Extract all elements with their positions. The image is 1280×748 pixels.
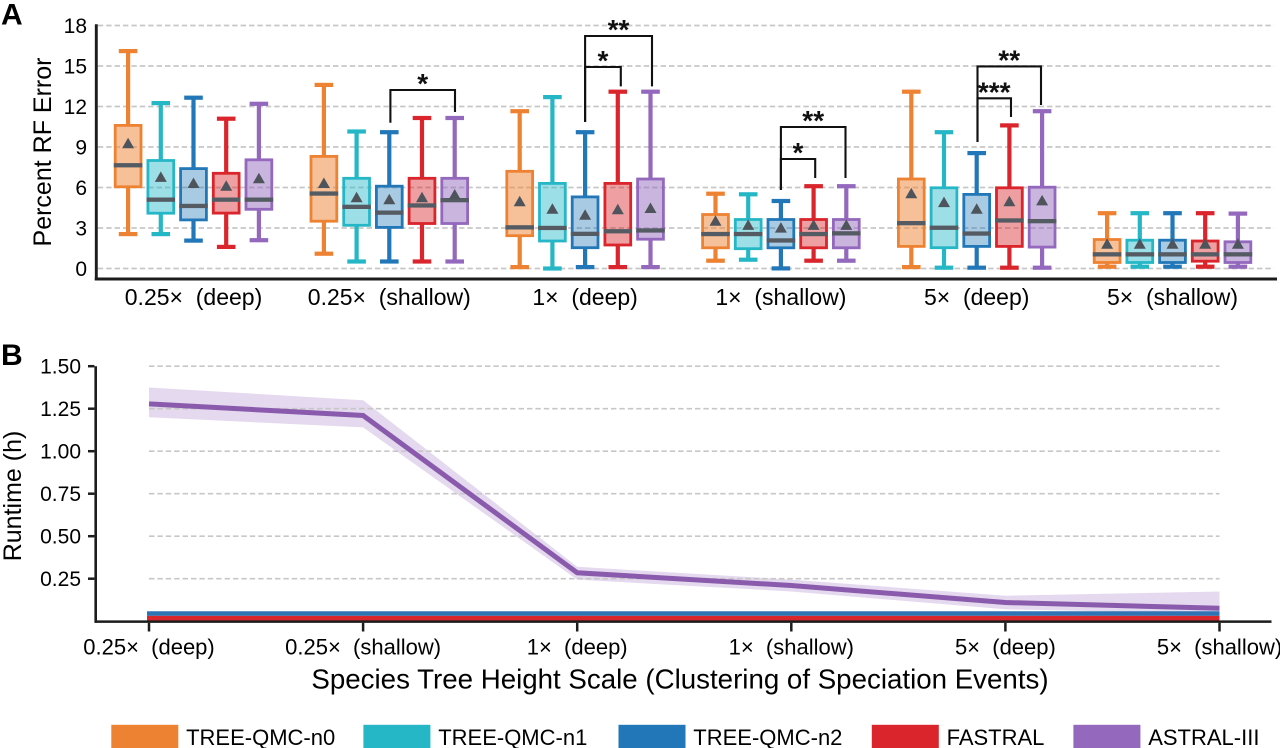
svg-text:*: * xyxy=(598,45,609,76)
svg-text:FASTRAL: FASTRAL xyxy=(947,725,1045,748)
svg-text:1× (shallow): 1× (shallow) xyxy=(729,635,854,660)
svg-text:ASTRAL-III: ASTRAL-III xyxy=(1148,725,1259,748)
svg-text:1.25: 1.25 xyxy=(40,398,81,421)
svg-text:Species Tree Height Scale (Clu: Species Tree Height Scale (Clustering of… xyxy=(311,664,1048,695)
svg-text:*: * xyxy=(417,68,428,99)
svg-text:Runtime (h): Runtime (h) xyxy=(0,431,27,562)
svg-text:15: 15 xyxy=(64,56,87,79)
svg-text:Percent RF Error: Percent RF Error xyxy=(29,58,57,247)
svg-text:1× (deep): 1× (deep) xyxy=(532,284,638,310)
svg-text:**: ** xyxy=(608,14,630,45)
svg-text:A: A xyxy=(1,0,23,32)
svg-text:TREE-QMC-n2: TREE-QMC-n2 xyxy=(693,725,842,748)
svg-text:9: 9 xyxy=(75,137,87,160)
svg-text:0.75: 0.75 xyxy=(40,483,81,506)
svg-text:1.50: 1.50 xyxy=(40,356,81,379)
svg-text:0.25× (shallow): 0.25× (shallow) xyxy=(308,284,471,310)
svg-text:5× (shallow): 5× (shallow) xyxy=(1107,284,1238,310)
svg-text:6: 6 xyxy=(75,177,87,200)
svg-text:1.00: 1.00 xyxy=(40,441,81,464)
svg-text:**: ** xyxy=(802,105,824,136)
svg-text:0.50: 0.50 xyxy=(40,526,81,549)
svg-text:B: B xyxy=(1,339,23,372)
svg-text:0.25× (shallow): 0.25× (shallow) xyxy=(285,635,441,660)
svg-text:0: 0 xyxy=(75,258,87,281)
svg-text:TREE-QMC-n0: TREE-QMC-n0 xyxy=(186,725,335,748)
svg-text:1× (shallow): 1× (shallow) xyxy=(715,284,846,310)
svg-text:0.25× (deep): 0.25× (deep) xyxy=(83,635,214,660)
svg-text:5× (deep): 5× (deep) xyxy=(955,635,1056,660)
svg-text:12: 12 xyxy=(64,96,87,119)
svg-text:0.25× (deep): 0.25× (deep) xyxy=(125,284,262,310)
svg-text:5× (shallow): 5× (shallow) xyxy=(1157,635,1280,660)
svg-text:0.25: 0.25 xyxy=(40,568,81,591)
svg-text:TREE-QMC-n1: TREE-QMC-n1 xyxy=(438,725,587,748)
svg-text:18: 18 xyxy=(64,15,87,38)
svg-text:*: * xyxy=(793,137,804,168)
svg-text:**: ** xyxy=(998,45,1020,76)
svg-text:1× (deep): 1× (deep) xyxy=(527,635,628,660)
svg-text:5× (deep): 5× (deep) xyxy=(924,284,1030,310)
svg-text:***: *** xyxy=(978,77,1011,108)
svg-text:3: 3 xyxy=(75,218,87,241)
